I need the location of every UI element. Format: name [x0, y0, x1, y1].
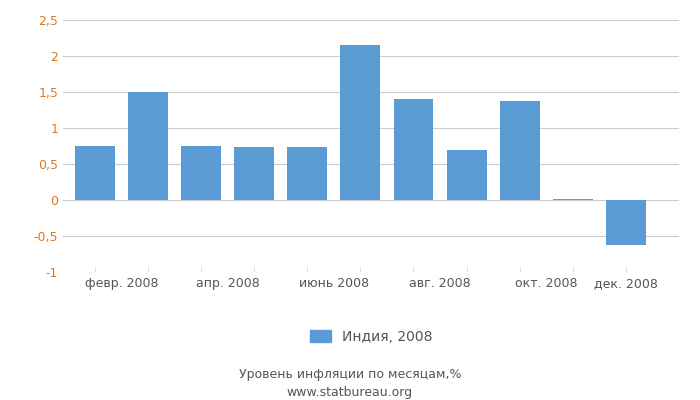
Bar	[75, 146, 115, 200]
Bar	[606, 200, 646, 245]
Bar	[447, 150, 486, 200]
Bar	[553, 198, 593, 200]
Bar	[288, 148, 327, 200]
Text: www.statbureau.org: www.statbureau.org	[287, 386, 413, 399]
Bar	[234, 148, 274, 200]
Legend: Индия, 2008: Индия, 2008	[304, 324, 438, 350]
Bar	[181, 146, 221, 200]
Bar	[340, 45, 380, 200]
Bar	[393, 99, 433, 200]
Bar	[500, 101, 540, 200]
Bar	[128, 92, 168, 200]
Text: Уровень инфляции по месяцам,%: Уровень инфляции по месяцам,%	[239, 368, 461, 381]
